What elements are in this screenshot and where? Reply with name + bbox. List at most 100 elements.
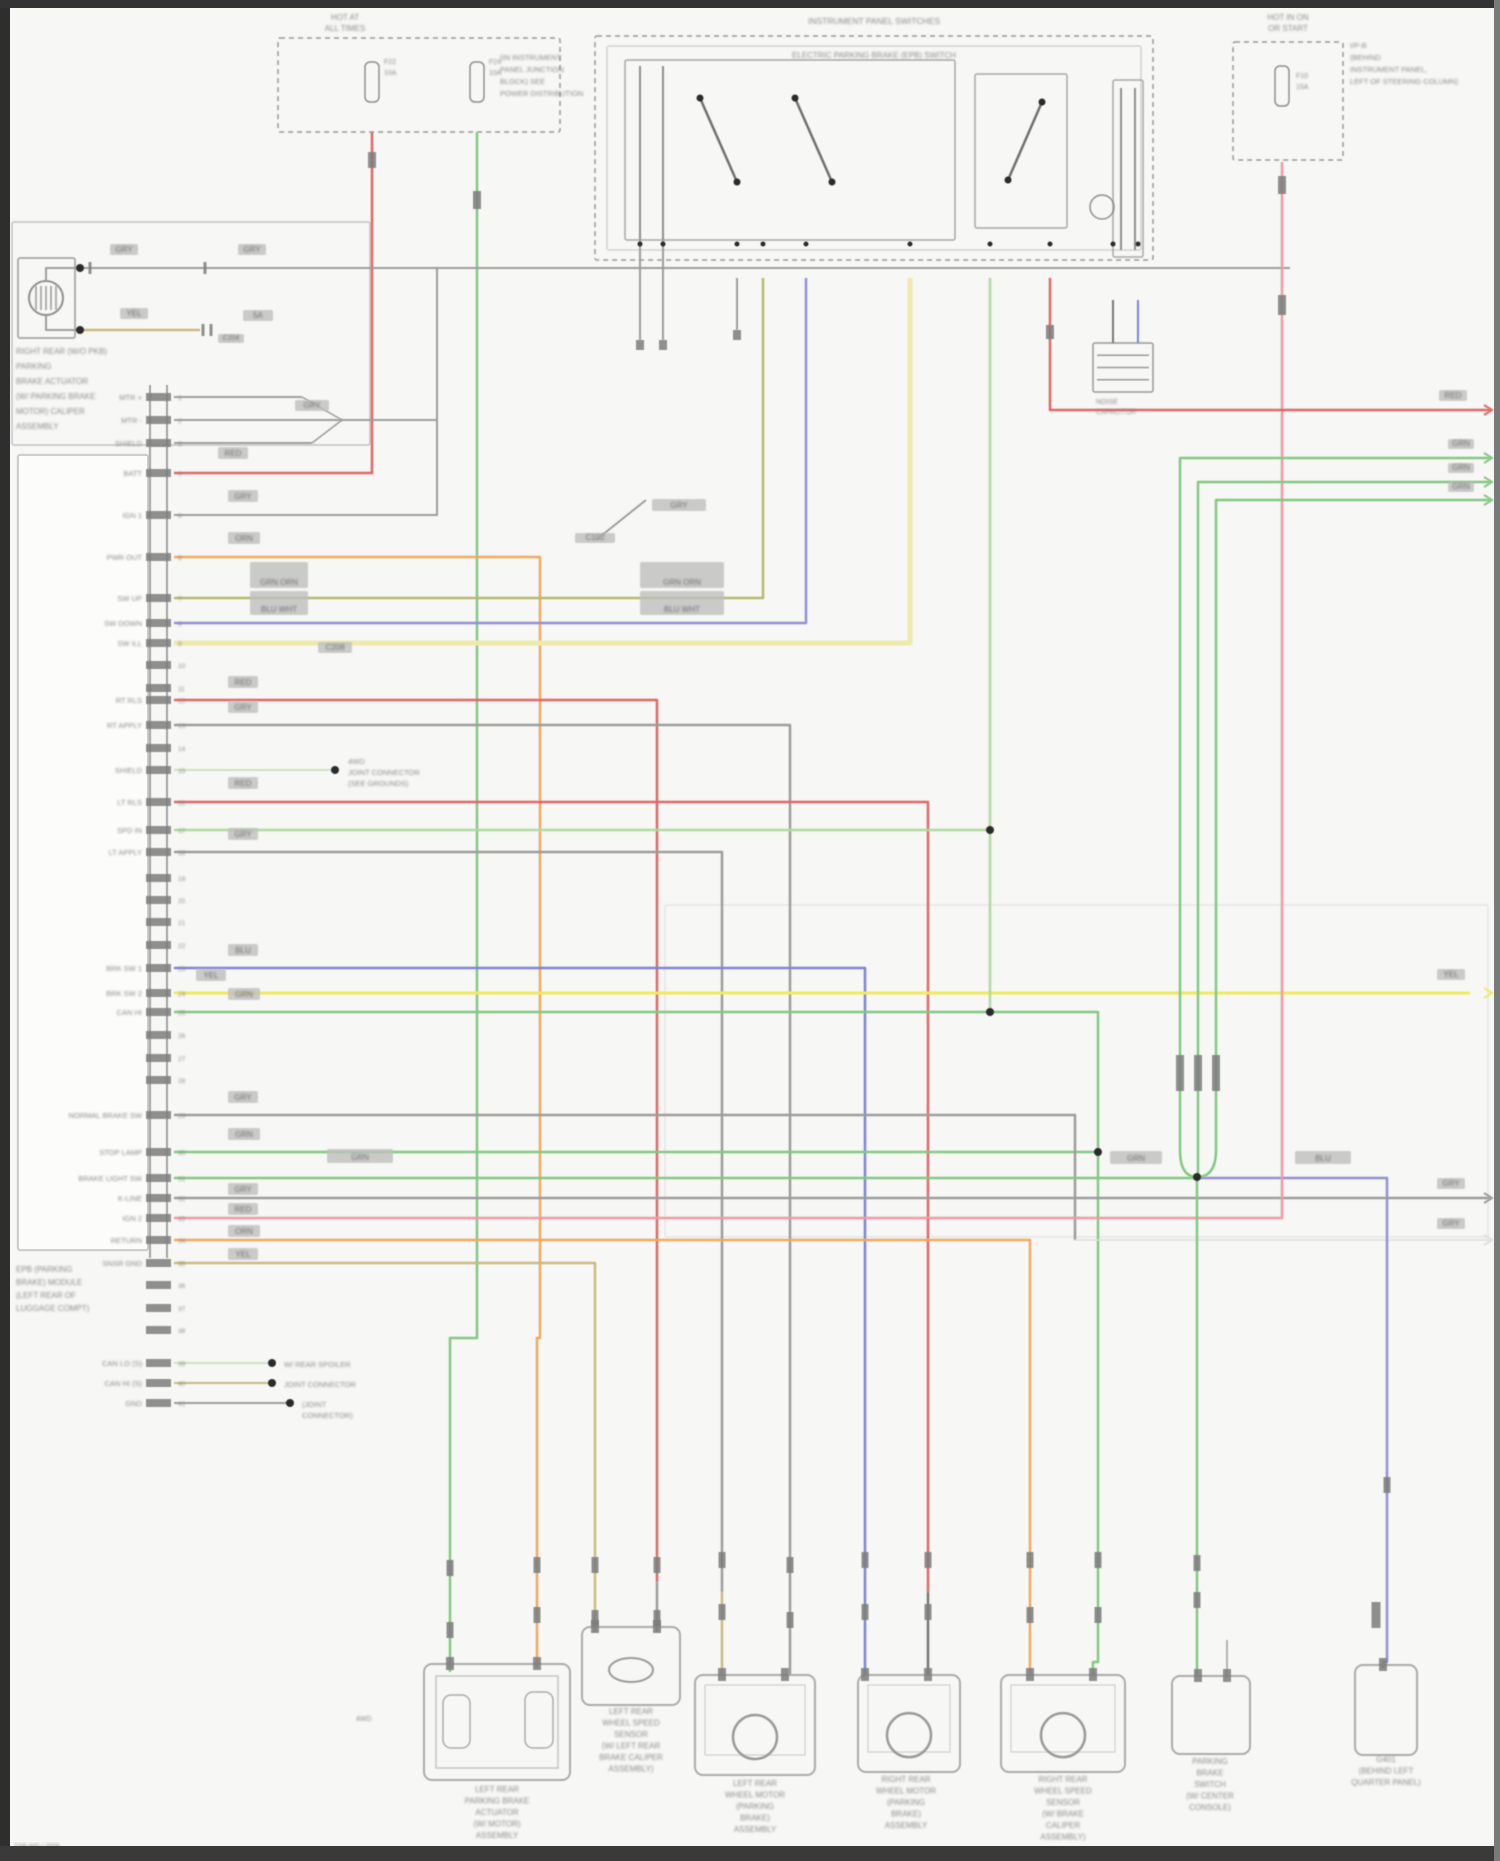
- module-pin: [146, 766, 171, 774]
- wire-label-box: [575, 533, 615, 543]
- fuse-terminal: [1280, 69, 1285, 74]
- module-pin: [146, 874, 171, 882]
- component-sensor-right-label: WHEEL SPEED: [1034, 1787, 1092, 1796]
- component-actuator-left: LEFT REAR PARKING BRAKE ACTUATOR (W/ MOTOR)…: [423, 1657, 571, 1840]
- module-pin: [146, 661, 171, 669]
- wire-label-box: [218, 334, 244, 343]
- module-pin: [146, 1148, 171, 1156]
- w-orange-compA: [174, 555, 542, 1668]
- wire-label: BLU: [1315, 1154, 1331, 1163]
- pin-number: 18: [178, 850, 186, 857]
- connector-mark: [1094, 1552, 1102, 1568]
- connector-mark: [1278, 176, 1286, 194]
- pin-number: 5: [178, 513, 182, 520]
- connector-mark: [786, 1612, 794, 1628]
- connector-mark: [653, 1610, 661, 1626]
- topleft-outer: [11, 221, 371, 446]
- component-sensor-right-label: CALIPER: [1046, 1821, 1080, 1830]
- module-pin: [146, 1214, 171, 1222]
- switch-pin-dot: [803, 241, 809, 247]
- fuse3-label: F10: [1296, 73, 1308, 80]
- fuse-terminal: [370, 65, 375, 70]
- wire-label: RED: [235, 1205, 252, 1214]
- pin-label: PWR OUT: [107, 553, 143, 562]
- component-sensor-left-body: [581, 1626, 681, 1706]
- pin-label: SW DOWN: [104, 619, 142, 628]
- capacitor-label: CAPACITOR: [1096, 409, 1136, 416]
- pin-number: 26: [178, 1033, 186, 1040]
- page-continuation-arrow: [1483, 476, 1494, 488]
- fuse1-label: 10A: [384, 70, 397, 77]
- component-switch-label: SWITCH: [1194, 1780, 1226, 1789]
- connector-mark: [659, 340, 667, 350]
- component-sensor-right: RIGHT REAR WHEEL SPEED SENSOR (W/ BRAKE CALI…: [1000, 1668, 1126, 1842]
- connector-mark: [924, 1552, 932, 1568]
- wire-label-box: [228, 701, 258, 713]
- wire-label: ORN: [235, 534, 253, 543]
- fusebox-left-note: BLOCK) SEE: [500, 77, 545, 86]
- fusebox-right-title: HOT IN ON: [1267, 13, 1308, 22]
- connector-mark: [1046, 325, 1054, 339]
- wire-label-box: [228, 1183, 258, 1195]
- fuse-terminal: [475, 65, 480, 70]
- w-red-fuse-left: [174, 132, 374, 475]
- wire-label-box: [1448, 463, 1474, 473]
- junction-dot: [286, 1399, 294, 1407]
- switch-pin-dot: [1110, 241, 1116, 247]
- component-motor-right-label: WHEEL MOTOR: [876, 1787, 936, 1796]
- switch-pivot: [791, 94, 799, 102]
- component-motor-left-inner: [704, 1684, 806, 1756]
- module-pin: [146, 639, 171, 647]
- connector-mark: [861, 1552, 869, 1568]
- module-pin: [146, 848, 171, 856]
- wire-label-box: [640, 562, 724, 588]
- module-pin: [146, 696, 171, 704]
- pin-number: 9: [178, 641, 182, 648]
- w-gray-compC2: [174, 850, 724, 1592]
- pin-number: 17: [178, 828, 186, 835]
- module-pin: [146, 941, 171, 949]
- switch-inner-a: [624, 59, 956, 241]
- pin-label: NORMAL BRAKE SW: [69, 1111, 143, 1120]
- motor-arrow-icon: [902, 1727, 916, 1743]
- wire-label-box: [295, 400, 329, 411]
- pin-label: SHIELD: [115, 439, 143, 448]
- fusebox-left-note: (IN INSTRUMENT: [500, 53, 562, 62]
- component-motor-left-pin: [718, 1668, 726, 1681]
- component-ground-body: [1354, 1664, 1418, 1756]
- component-sensor-left-label: BRAKE CALIPER: [599, 1753, 663, 1762]
- w-red-compD: [174, 800, 930, 1592]
- wire-label: GRN: [351, 1153, 369, 1162]
- wire-label-box: [228, 777, 258, 789]
- connector-mark: [786, 1557, 794, 1573]
- switch-pivot: [1004, 176, 1012, 184]
- junction-dot: [268, 1359, 276, 1367]
- junction-dot: [76, 326, 84, 334]
- w-pink-fuse-right: [174, 162, 1284, 1220]
- inline-connector-pin: [1176, 1055, 1184, 1091]
- pin-label: RETURN: [111, 1236, 142, 1245]
- wire-label: 5A: [253, 311, 263, 320]
- wire-label: GRY: [1442, 1219, 1460, 1228]
- pin-label: BRK SW 2: [106, 989, 142, 998]
- wire-label: RED: [235, 678, 252, 687]
- wire-label-box: [228, 1248, 258, 1260]
- pin-number: 14: [178, 746, 186, 753]
- component-motor-left-body: [694, 1674, 816, 1776]
- pin-number: 35: [178, 1261, 186, 1268]
- connector-mark: [446, 1560, 454, 1576]
- pin-number: 12: [178, 698, 186, 705]
- switch-pin-dot: [637, 241, 643, 247]
- wire-label-box: [1437, 1178, 1465, 1189]
- module-pin: [146, 964, 171, 972]
- topleft-note: (W/ PARKING BRAKE: [16, 392, 95, 401]
- wire-label-box: [1437, 1218, 1465, 1229]
- switchbox-title: INSTRUMENT PANEL SWITCHES: [808, 16, 940, 26]
- component-sensor-left-label: WHEEL SPEED: [602, 1719, 660, 1728]
- pin-label: SW ILL: [117, 639, 142, 648]
- pin-label: GND: [125, 1399, 142, 1408]
- component-motor-right-inner: [867, 1684, 951, 1753]
- connector-mark: [653, 1557, 661, 1573]
- component-switch-label: (W/ CENTER: [1186, 1792, 1234, 1801]
